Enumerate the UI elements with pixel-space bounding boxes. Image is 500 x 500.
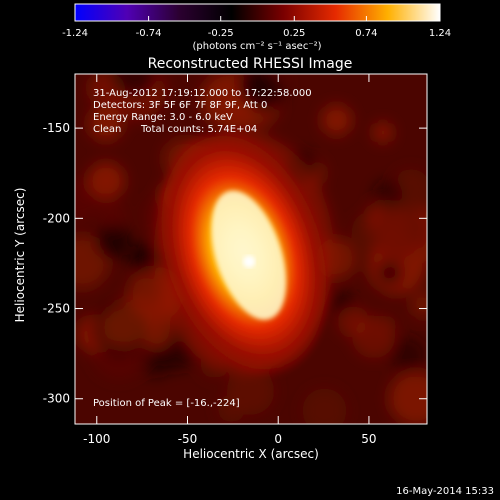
annotation-detectors: Detectors: 3F 5F 6F 7F 8F 9F, Att 0 bbox=[93, 100, 267, 111]
y-axis-ticks: -150 -200 -250 -300 bbox=[43, 121, 427, 406]
flare-peak bbox=[243, 255, 256, 268]
colorbar-tick-label: 1.24 bbox=[429, 28, 451, 39]
annotation-time: 31-Aug-2012 17:19:12.000 to 17:22:58.000 bbox=[93, 88, 312, 99]
plot-frame bbox=[74, 73, 428, 425]
annotation-total-counts: Total counts: 5.74E+04 bbox=[140, 124, 257, 135]
colorbar-tick-label: 0.74 bbox=[355, 28, 377, 39]
x-tick-label: -50 bbox=[178, 432, 198, 446]
colorbar-unit-label: (photons cm⁻² s⁻¹ asec⁻²) bbox=[192, 41, 321, 52]
y-axis-label: Heliocentric Y (arcsec) bbox=[13, 188, 27, 323]
colorbar bbox=[74, 3, 441, 22]
image-area bbox=[75, 74, 427, 424]
x-tick-label: 50 bbox=[361, 432, 376, 446]
y-tick-label: -150 bbox=[43, 121, 70, 135]
colorbar-tick-label: -0.25 bbox=[208, 28, 234, 39]
generation-date: 16-May-2014 15:33 bbox=[396, 486, 494, 497]
colorbar-tick-label: -0.74 bbox=[136, 28, 162, 39]
y-tick-label: -250 bbox=[43, 302, 70, 316]
flare-core bbox=[211, 190, 287, 320]
y-tick-label: -300 bbox=[43, 392, 70, 406]
colorbar-tick-label: 0.25 bbox=[283, 28, 305, 39]
x-axis-ticks: -100 -50 0 50 bbox=[83, 74, 377, 446]
annotation-energy: Energy Range: 3.0 - 6.0 keV bbox=[93, 112, 233, 123]
chart-title: Reconstructed RHESSI Image bbox=[148, 56, 353, 72]
peak-position-label: Position of Peak = [-16.,-224] bbox=[93, 398, 240, 409]
flare-source bbox=[155, 126, 332, 379]
x-tick-label: 0 bbox=[274, 432, 282, 446]
colorbar-tick-label: -1.24 bbox=[62, 28, 88, 39]
x-axis-label: Heliocentric X (arcsec) bbox=[183, 447, 319, 461]
annotation-method: Clean bbox=[93, 124, 121, 135]
y-tick-label: -200 bbox=[43, 211, 70, 225]
x-tick-label: -100 bbox=[83, 432, 110, 446]
colorbar-ticks: -1.24 -0.74 -0.25 0.25 0.74 1.24 bbox=[62, 16, 451, 39]
